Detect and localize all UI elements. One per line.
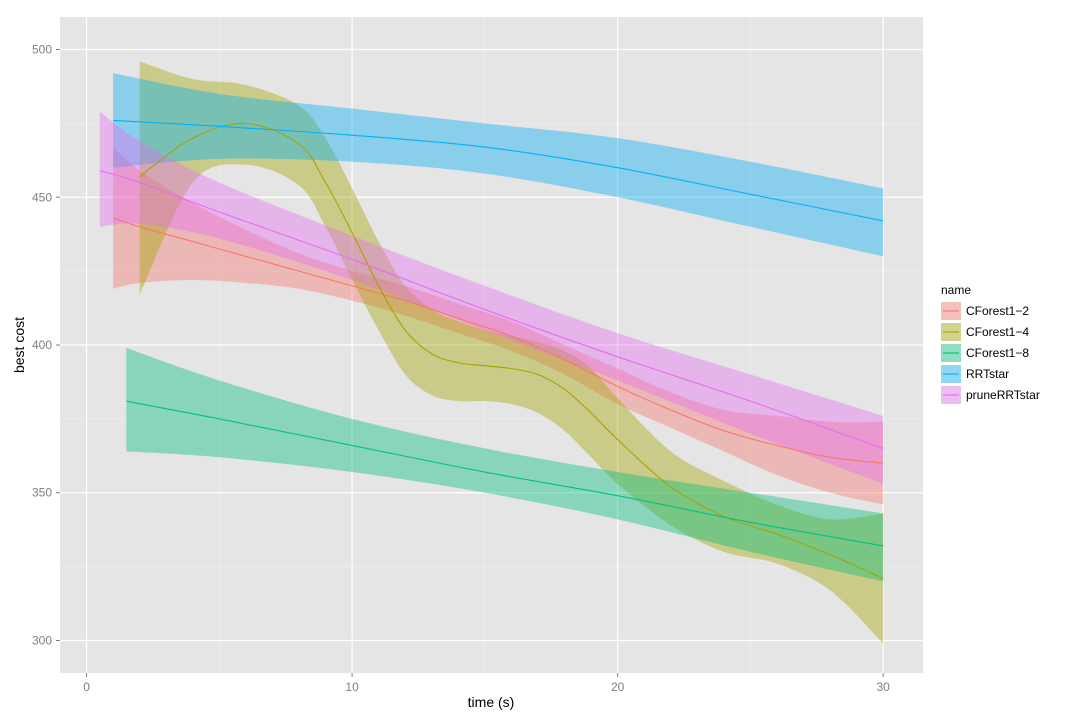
y-tick-label: 500	[32, 43, 52, 57]
x-tick-label: 0	[83, 680, 90, 694]
major-grid	[60, 17, 923, 673]
y-tick-label: 350	[32, 486, 52, 500]
series-lines	[99, 119, 884, 579]
legend-label: CForest1−4	[966, 325, 1029, 339]
legend-item-cforest1-4: CForest1−4	[941, 323, 1029, 341]
x-tick-label: 30	[876, 680, 890, 694]
line-rrtstar	[113, 119, 884, 222]
x-tick-label: 10	[345, 680, 359, 694]
legend: name CForest1−2 CForest1−4 CForest1−8 RRTst…	[941, 283, 1040, 404]
y-tick-label: 450	[32, 190, 52, 204]
line-cforest1-2	[112, 217, 884, 464]
band-cforest1-8	[126, 347, 884, 582]
legend-label: CForest1−8	[966, 346, 1029, 360]
x-axis-title: time (s)	[468, 694, 515, 710]
legend-item-cforest1-2: CForest1−2	[941, 302, 1029, 320]
legend-item-cforest1-8: CForest1−8	[941, 344, 1029, 362]
x-tick-label: 20	[611, 680, 625, 694]
legend-title: name	[941, 283, 971, 297]
legend-item-rrtstar: RRTstar	[941, 365, 1009, 383]
band-cforest1-4	[139, 61, 884, 644]
y-axis-title: best cost	[11, 317, 27, 373]
legend-item-prunerrtstar: pruneRRTstar	[941, 386, 1040, 404]
band-cforest1-2	[113, 147, 884, 505]
y-axis: 300 350 400 450 500	[32, 43, 60, 647]
legend-label: pruneRRTstar	[966, 388, 1040, 402]
line-prunerrtstar	[99, 170, 884, 449]
line-cforest1-4	[139, 122, 884, 579]
line-cforest1-8	[126, 400, 884, 547]
confidence-bands	[99, 61, 884, 644]
band-prunerrtstar	[99, 111, 884, 484]
legend-label: CForest1−2	[966, 304, 1029, 318]
y-tick-label: 400	[32, 338, 52, 352]
band-rrtstar	[113, 73, 884, 257]
x-axis: 0 10 20 30	[83, 673, 890, 694]
legend-label: RRTstar	[966, 367, 1009, 381]
y-tick-label: 300	[32, 633, 52, 647]
